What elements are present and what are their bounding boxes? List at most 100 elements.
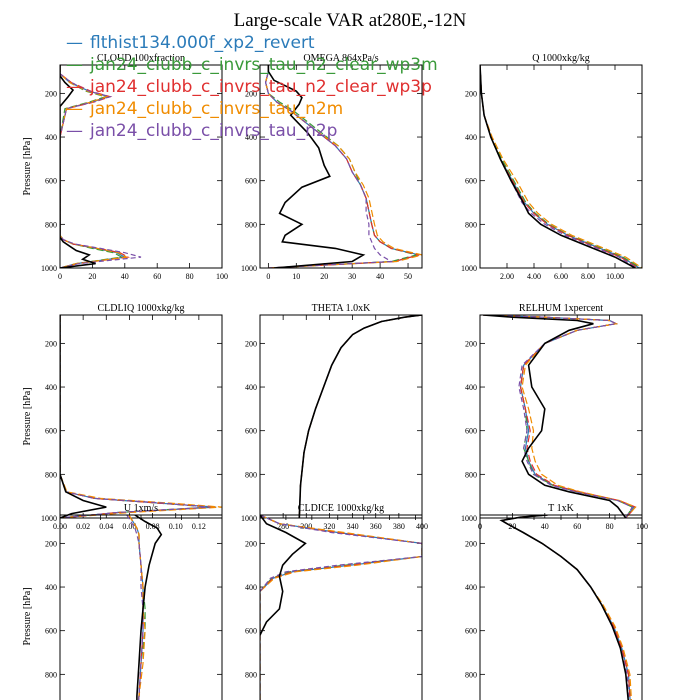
y-tick-label: 800 (245, 670, 257, 679)
series-line-1 (260, 515, 422, 700)
panel-title: CLDLIQ 1000xkg/kg (98, 303, 185, 314)
y-tick-label: 1000 (461, 264, 477, 273)
panel-title: OMEGA 864xPa/s (303, 53, 378, 64)
plot-frame (259, 64, 423, 269)
y-tick-label: 200 (465, 539, 477, 548)
x-tick-label: 50 (404, 272, 412, 281)
legend-entry-3: jan24_clubb_c_invrs_tau_n2_clear_wp3p (89, 77, 432, 97)
x-tick-label: 10.00 (606, 272, 624, 281)
y-axis-label: Pressure [hPa] (22, 387, 33, 445)
x-tick-label: 360 (370, 522, 382, 531)
series-line-5 (264, 65, 394, 268)
obs-line (60, 65, 96, 268)
panel-title: THETA 1.0xK (312, 303, 371, 314)
x-tick-label: 60 (573, 522, 581, 531)
x-tick-label: 6.00 (554, 272, 568, 281)
y-tick-label: 200 (465, 89, 477, 98)
x-tick-label: 0.10 (169, 522, 183, 531)
x-tick-label: 100 (216, 272, 228, 281)
x-tick-label: 320 (323, 522, 335, 531)
y-tick-label: 400 (45, 583, 57, 592)
panel-title: CLDICE 1000xkg/kg (298, 503, 384, 514)
x-tick-label: 280 (277, 522, 289, 531)
plot-frame (259, 314, 423, 519)
series-line-3 (298, 315, 422, 518)
x-tick-label: 340 (347, 522, 359, 531)
series-line-3 (60, 315, 217, 518)
series-line-1 (298, 315, 422, 518)
x-tick-label: 0.02 (76, 522, 90, 531)
y-tick-label: 800 (245, 470, 257, 479)
series-line-1 (499, 515, 631, 700)
legend-entry-4: jan24_clubb_c_invrs_tau_n2m (89, 99, 343, 119)
legend-entry-2: jan24_clubb_c_invrs_tau_n2_clear_wp3m (89, 55, 438, 75)
obs-line (298, 315, 422, 518)
series-line-5 (499, 515, 630, 700)
series-line-5 (126, 515, 144, 700)
y-tick-label: 400 (245, 133, 257, 142)
series-line-4 (260, 515, 422, 700)
series-line-3 (60, 65, 130, 268)
series-line-5 (483, 315, 634, 518)
legend-dash: — (66, 121, 83, 141)
y-tick-label: 800 (465, 670, 477, 679)
legend-entry-5: jan24_clubb_c_invrs_tau_n2p (89, 121, 337, 141)
series-line-2 (260, 515, 422, 700)
y-tick-label: 600 (45, 427, 57, 436)
y-axis-label: Pressure [hPa] (22, 137, 33, 195)
y-tick-label: 400 (45, 383, 57, 392)
panel-8: CLDICE 1000xkg/kg20040060080010000.00000… (245, 503, 423, 700)
x-tick-label: 0 (58, 272, 62, 281)
plot-frame (479, 514, 643, 700)
series-line-1 (60, 315, 217, 518)
obs-line (267, 65, 366, 268)
y-axis-label: Pressure [hPa] (22, 587, 33, 645)
series-line-5 (60, 65, 142, 268)
plot-frame (59, 314, 223, 519)
x-tick-label: 40 (121, 272, 129, 281)
y-tick-label: 200 (45, 539, 57, 548)
panel-title: T 1xK (548, 503, 574, 514)
plot-frame (59, 64, 223, 269)
panel-title: U 1xm/s (124, 503, 158, 514)
x-tick-label: 30 (348, 272, 356, 281)
y-tick-label: 1000 (41, 264, 57, 273)
x-tick-label: 380 (393, 522, 405, 531)
y-tick-label: 600 (465, 177, 477, 186)
x-tick-label: 20 (320, 272, 328, 281)
series-line-5 (260, 515, 422, 700)
y-tick-label: 200 (45, 339, 57, 348)
y-tick-label: 800 (465, 470, 477, 479)
legend-dash: — (66, 33, 83, 53)
x-tick-label: 0.06 (122, 522, 136, 531)
series-line-4 (128, 515, 146, 700)
y-tick-label: 800 (45, 220, 57, 229)
series-line-4 (499, 515, 633, 700)
legend: — flthist134.000f_xp2_revert — jan24_clubb_… (66, 33, 438, 141)
y-tick-label: 600 (465, 627, 477, 636)
y-tick-label: 600 (45, 627, 57, 636)
y-tick-label: 400 (465, 383, 477, 392)
panel-title: CLOUD 100xfraction (97, 53, 185, 64)
panel-title: RELHUM 1xpercent (519, 303, 603, 314)
plot-frame (59, 514, 223, 700)
y-tick-label: 600 (45, 177, 57, 186)
figure-title: Large-scale VAR at280E,-12N (234, 10, 467, 31)
y-tick-label: 400 (45, 133, 57, 142)
panel-2: OMEGA 864xPa/s 200 400 600 800 1000 0 10 20 30 40 5… (241, 53, 423, 281)
obs-line (480, 65, 636, 268)
y-tick-label: 600 (245, 177, 257, 186)
panel-5: THETA 1.0xK 200 400 600 800 1000 280 300 320 340 3… (241, 303, 428, 531)
y-tick-label: 1000 (241, 514, 257, 523)
x-tick-label: 0 (266, 272, 270, 281)
x-tick-label: 8.00 (581, 272, 595, 281)
series-line-5 (60, 315, 211, 518)
series-line-4 (60, 65, 129, 268)
plot-frame (259, 514, 423, 700)
x-tick-label: 0.08 (146, 522, 160, 531)
